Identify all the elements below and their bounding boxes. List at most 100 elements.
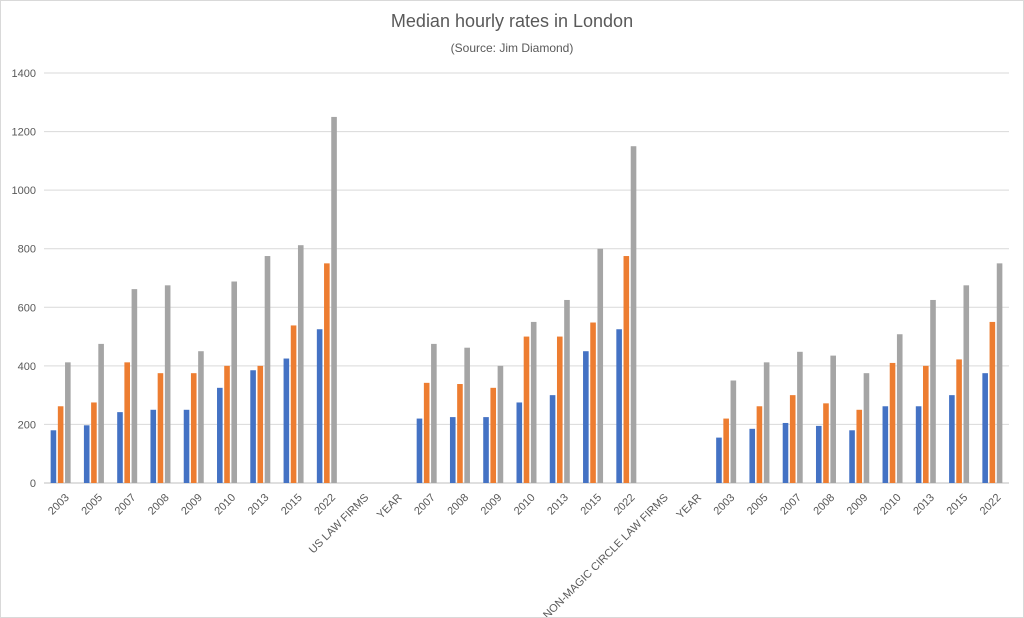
bar <box>815 425 822 483</box>
bar <box>224 365 230 483</box>
y-tick-label: 0 <box>30 478 36 490</box>
bar <box>91 402 97 483</box>
bar <box>497 365 504 483</box>
bar <box>257 365 264 483</box>
bar <box>723 418 729 483</box>
bar <box>490 387 497 483</box>
bar <box>856 409 863 483</box>
x-tick-label: 2015 <box>279 492 305 518</box>
y-tick-label: 1200 <box>12 127 36 139</box>
bar <box>431 343 437 483</box>
bar <box>849 430 855 483</box>
bar <box>198 351 204 483</box>
bar <box>131 289 138 483</box>
x-tick-label: 2007 <box>113 492 139 518</box>
bar <box>449 417 456 483</box>
bar <box>57 406 64 483</box>
x-tick-label: 2015 <box>578 492 604 518</box>
x-tick-label: 2015 <box>945 492 971 518</box>
bar <box>117 412 123 483</box>
x-tick-label: 2009 <box>845 492 871 518</box>
x-tick-label: YEAR <box>375 492 405 522</box>
x-tick-label: 2005 <box>745 492 771 518</box>
x-tick-label: 2022 <box>312 492 338 518</box>
bar <box>963 285 970 483</box>
bar <box>231 281 238 483</box>
bar <box>290 325 297 483</box>
x-tick-label: 2005 <box>79 492 105 518</box>
bar <box>530 321 537 483</box>
bar <box>630 146 637 483</box>
bar <box>949 395 955 483</box>
bar <box>316 329 323 483</box>
bar <box>183 409 190 483</box>
chart-subtitle: (Source: Jim Diamond) <box>450 41 574 55</box>
bar <box>157 373 164 483</box>
x-tick-label: 2007 <box>412 492 438 518</box>
bar <box>423 382 430 483</box>
bar <box>797 351 803 483</box>
bar <box>863 373 870 483</box>
bar <box>549 395 556 483</box>
bar <box>483 417 489 483</box>
y-tick-label: 200 <box>18 419 36 431</box>
bar <box>889 362 896 483</box>
bar <box>830 355 836 483</box>
bar <box>623 256 630 483</box>
bar <box>50 430 57 483</box>
bar <box>457 384 463 483</box>
bar <box>523 336 530 483</box>
bar <box>930 299 936 483</box>
chart-title: Median hourly rates in London <box>390 11 634 31</box>
bar <box>616 329 622 483</box>
bar <box>716 437 722 483</box>
bar <box>83 425 90 483</box>
bar <box>564 299 570 483</box>
x-tick-label: 2013 <box>545 492 571 518</box>
bar <box>823 403 829 483</box>
bar <box>756 406 763 483</box>
bar <box>331 116 337 483</box>
bar <box>583 351 589 483</box>
bar <box>150 409 157 483</box>
x-tick-label: 2010 <box>878 492 904 518</box>
bar <box>982 373 988 483</box>
bar <box>98 343 104 483</box>
bar <box>283 358 290 483</box>
x-tick-label: 2007 <box>778 492 804 518</box>
y-tick-label: 1400 <box>12 68 36 80</box>
bar <box>264 256 271 483</box>
x-tick-label: 2013 <box>911 492 937 518</box>
bar <box>556 336 563 483</box>
bar <box>782 422 789 483</box>
bar <box>516 402 523 483</box>
bar <box>464 347 470 483</box>
bar <box>763 362 770 483</box>
y-tick-label: 1000 <box>12 185 36 197</box>
x-tick-label: 2013 <box>246 492 272 518</box>
bar <box>956 359 962 483</box>
bar <box>597 248 604 483</box>
x-tick-label: US LAW FIRMS <box>307 492 371 556</box>
x-tick-label: 2009 <box>179 492 205 518</box>
bar <box>416 418 423 483</box>
x-tick-label: 2003 <box>712 492 738 518</box>
bar <box>217 387 223 483</box>
bar <box>297 245 304 483</box>
bar <box>324 263 330 483</box>
x-tick-label: 2022 <box>978 492 1004 518</box>
x-tick-label: 2009 <box>479 492 505 518</box>
bar <box>190 373 197 483</box>
bar <box>915 406 922 483</box>
x-tick-label: 2010 <box>512 492 538 518</box>
bar <box>65 362 71 483</box>
x-tick-label: 2003 <box>46 492 72 518</box>
y-tick-label: 400 <box>18 361 36 373</box>
bar <box>882 406 889 483</box>
bar <box>789 395 796 483</box>
y-tick-label: 600 <box>18 302 36 314</box>
bar <box>250 370 256 483</box>
bar <box>164 285 171 483</box>
